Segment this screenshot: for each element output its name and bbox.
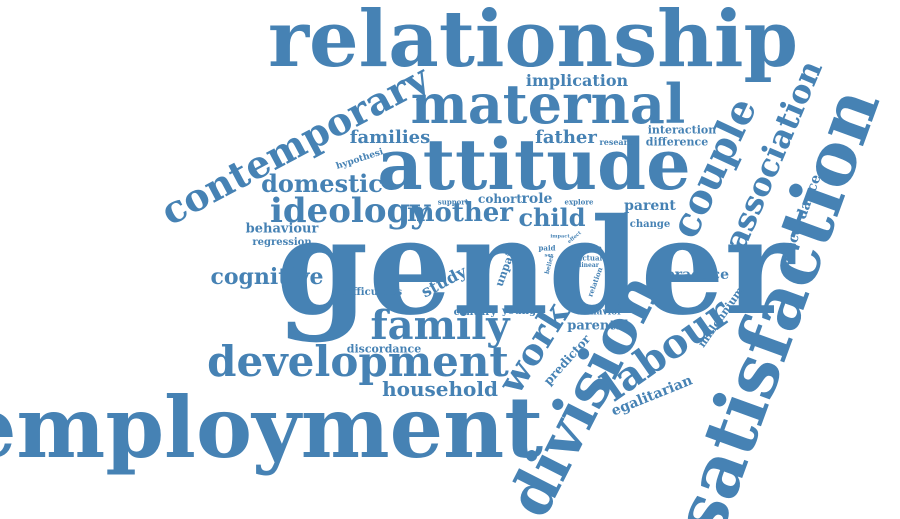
word-father: father: [535, 127, 597, 148]
word-employment: employment: [0, 378, 544, 477]
word-regression: regression: [252, 237, 312, 248]
word-behavior: behavior: [578, 307, 622, 318]
word-attitude: attitude: [377, 123, 691, 206]
word-research: research: [599, 137, 639, 147]
word-change: change: [629, 219, 671, 230]
word-implication: implication: [525, 71, 629, 90]
word-actual: actual: [577, 253, 603, 263]
word-cognitive: cognitive: [210, 264, 324, 290]
word-relationship: relationship: [267, 0, 799, 85]
word-gender: gender: [275, 190, 795, 345]
word-role: role: [521, 191, 553, 207]
word-difficulties: difficulties: [341, 287, 403, 298]
word-difference: difference: [645, 135, 709, 149]
word-cohort: cohort: [478, 192, 522, 206]
word-behaviour: behaviour: [245, 221, 319, 237]
word-support: support: [437, 197, 469, 207]
word-practice: practice: [665, 267, 729, 283]
word-child: child: [518, 203, 586, 232]
word-interaction: interaction: [647, 123, 717, 137]
word-explore: explore: [564, 197, 594, 207]
word-ideology: ideology: [269, 191, 431, 231]
word-parent: parent: [624, 198, 676, 214]
word-parental: parental: [567, 318, 629, 334]
word-domestic: domestic: [261, 169, 383, 198]
word-century: century: [453, 307, 497, 318]
word-impact: impact: [550, 233, 570, 240]
word-maternal: maternal: [410, 72, 686, 136]
word-linear: linear: [579, 262, 599, 269]
word-mother: mother: [406, 198, 514, 228]
word-household: household: [382, 377, 498, 401]
word-paid: paid: [538, 243, 556, 253]
word-article: article: [576, 243, 602, 253]
word-development: development: [207, 337, 509, 386]
word-discordance: discordance: [346, 342, 422, 356]
word-families: families: [349, 127, 431, 148]
word-sex: sex: [544, 252, 554, 259]
word-young: young: [501, 306, 537, 317]
word-family: family: [370, 302, 510, 349]
